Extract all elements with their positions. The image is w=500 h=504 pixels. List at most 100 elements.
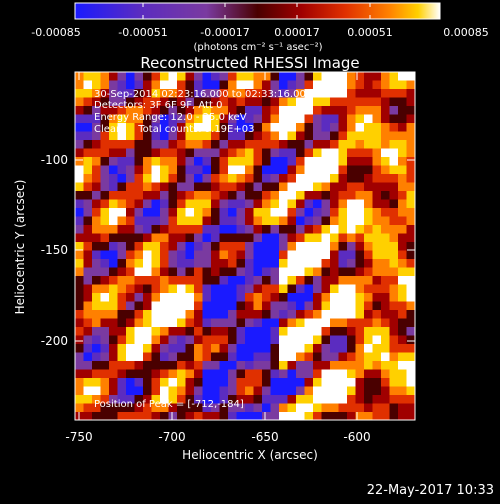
heatmap-cell	[270, 157, 280, 166]
heatmap-cell	[347, 148, 356, 158]
heatmap-cell	[100, 327, 110, 336]
heatmap-cell	[279, 89, 288, 98]
heatmap-cell	[160, 148, 169, 158]
heatmap-cell	[296, 80, 305, 90]
heatmap-cell	[194, 327, 203, 336]
heatmap-cell	[287, 182, 297, 192]
heatmap-cell	[83, 369, 93, 379]
heatmap-cell	[168, 361, 178, 370]
heatmap-cell	[381, 335, 390, 345]
heatmap-cell	[313, 123, 322, 132]
heatmap-cell	[304, 327, 314, 336]
heatmap-cell	[202, 191, 212, 200]
heatmap-cell	[134, 199, 144, 209]
heatmap-cell	[389, 284, 399, 294]
heatmap-cell	[75, 208, 84, 217]
heatmap-cell	[389, 352, 399, 362]
heatmap-cell	[194, 216, 203, 226]
heatmap-cell	[253, 403, 263, 413]
heatmap-cell	[355, 242, 365, 251]
heatmap-cell	[126, 157, 135, 166]
heatmap-cell	[355, 140, 365, 149]
heatmap-cell	[245, 301, 254, 311]
heatmap-cell	[219, 233, 229, 243]
heatmap-cell	[219, 284, 229, 294]
heatmap-cell	[338, 89, 348, 98]
heatmap-cell	[100, 165, 110, 175]
heatmap-cell	[313, 293, 322, 302]
heatmap-cell	[262, 72, 271, 81]
heatmap-cell	[185, 72, 195, 81]
heatmap-cell	[364, 250, 373, 260]
heatmap-cell	[134, 403, 144, 413]
heatmap-cell	[279, 216, 288, 226]
heatmap-cell	[228, 182, 237, 192]
heatmap-cell	[245, 267, 254, 277]
heatmap-cell	[321, 335, 331, 345]
heatmap-cell	[406, 378, 415, 387]
heatmap-cell	[109, 361, 118, 370]
heatmap-cell	[270, 284, 280, 294]
heatmap-cell	[245, 284, 254, 294]
heatmap-cell	[219, 97, 229, 107]
heatmap-cell	[406, 131, 415, 141]
heatmap-cell	[168, 131, 178, 141]
heatmap-cell	[347, 259, 356, 268]
heatmap-cell	[381, 89, 390, 98]
heatmap-cell	[330, 80, 339, 90]
heatmap-cell	[355, 106, 365, 115]
heatmap-cell	[168, 352, 178, 362]
heatmap-cell	[406, 174, 415, 183]
heatmap-cell	[211, 310, 220, 319]
heatmap-cell	[287, 80, 297, 90]
heatmap-cell	[381, 199, 390, 209]
heatmap-cell	[151, 216, 161, 226]
heatmap-cell	[262, 361, 271, 370]
heatmap-cell	[134, 276, 144, 285]
heatmap-cell	[236, 106, 246, 115]
heatmap-cell	[279, 199, 288, 209]
heatmap-cell	[126, 242, 135, 251]
heatmap-cell	[398, 148, 407, 158]
heatmap-cell	[253, 250, 263, 260]
heatmap-cell	[177, 267, 186, 277]
heatmap-cell	[245, 318, 254, 328]
heatmap-cell	[109, 369, 118, 379]
heatmap-cell	[381, 259, 390, 268]
heatmap-cell	[236, 182, 246, 192]
heatmap-cell	[143, 267, 152, 277]
heatmap-cell	[177, 225, 186, 234]
heatmap-cell	[126, 106, 135, 115]
heatmap-cell	[372, 89, 382, 98]
heatmap-cell	[83, 335, 93, 345]
heatmap-cell	[75, 140, 84, 149]
heatmap-cell	[219, 412, 229, 420]
heatmap-cell	[219, 276, 229, 285]
heatmap-cell	[398, 310, 407, 319]
heatmap-cell	[185, 106, 195, 115]
heatmap-cell	[347, 250, 356, 260]
heatmap-cell	[177, 318, 186, 328]
heatmap-cell	[347, 276, 356, 285]
heatmap-cell	[202, 148, 212, 158]
heatmap-cell	[398, 335, 407, 345]
heatmap-cell	[313, 233, 322, 243]
heatmap-cell	[287, 335, 297, 345]
heatmap-cell	[253, 131, 263, 141]
colorbar: -0.00085 -0.00051 -0.00017 0.00017 0.000…	[31, 2, 489, 53]
heatmap-cell	[287, 106, 297, 115]
heatmap-cell	[117, 403, 127, 413]
heatmap-cell	[355, 395, 365, 404]
heatmap-cell	[168, 165, 178, 175]
heatmap-cell	[143, 395, 152, 404]
heatmap-cell	[83, 157, 93, 166]
heatmap-cell	[100, 352, 110, 362]
heatmap-cell	[228, 318, 237, 328]
heatmap-cell	[372, 182, 382, 192]
heatmap-cell	[211, 352, 220, 362]
heatmap-cell	[126, 378, 135, 387]
heatmap-cell	[83, 284, 93, 294]
heatmap-cell	[100, 106, 110, 115]
heatmap-cell	[194, 165, 203, 175]
heatmap-cell	[381, 182, 390, 192]
